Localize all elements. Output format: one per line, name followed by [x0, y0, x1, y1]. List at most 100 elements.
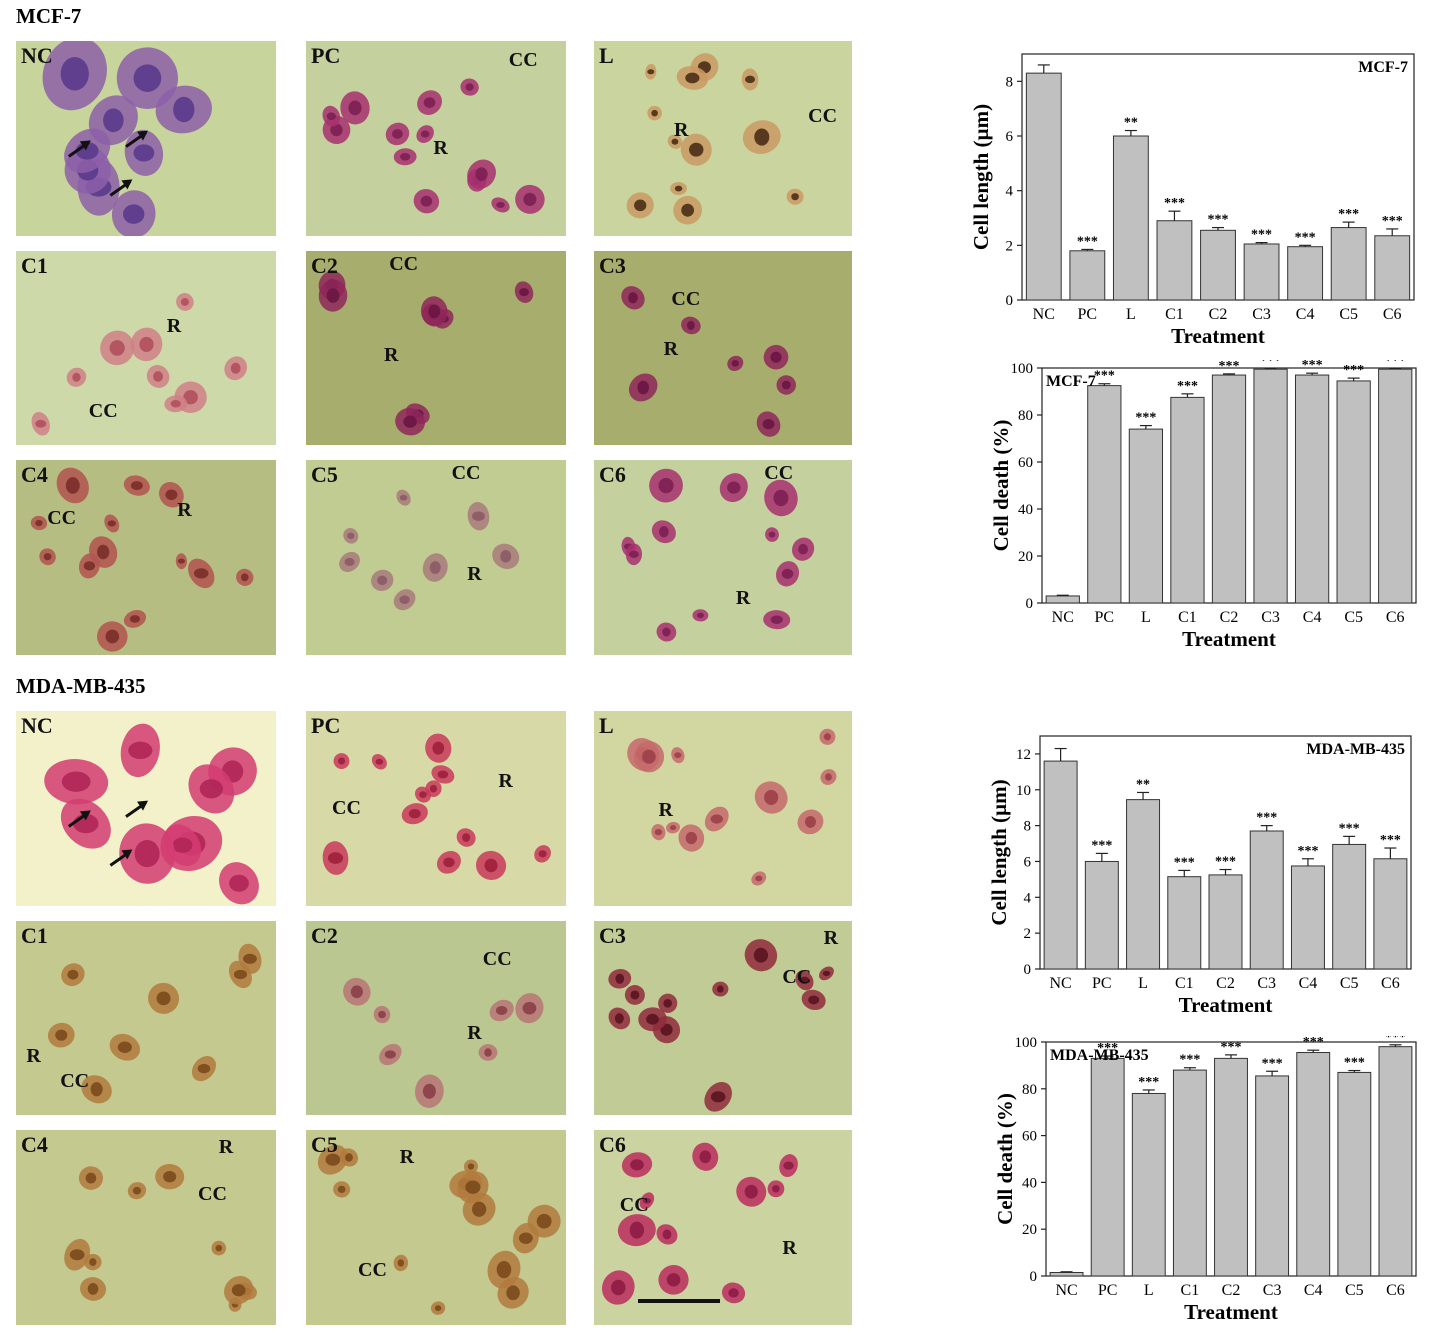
y-tick-label: 20	[1018, 549, 1033, 565]
cell-nucleus	[429, 784, 438, 793]
cell-nucleus	[399, 595, 410, 605]
panel-label: C2	[311, 923, 338, 948]
y-tick-label: 4	[1006, 184, 1014, 200]
arrow-head-icon	[137, 800, 148, 811]
cell-nucleus	[472, 511, 485, 522]
significance-label: ***	[1382, 214, 1403, 229]
cell-nucleus	[681, 203, 695, 217]
x-tick-label: C2	[1220, 609, 1239, 626]
x-tick-label: PC	[1078, 306, 1098, 323]
cell-nucleus	[420, 130, 430, 138]
cell-nucleus	[522, 1001, 537, 1015]
x-axis-label: Treatment	[1171, 324, 1265, 348]
significance-label: ***	[1251, 228, 1272, 243]
cell-nucleus	[347, 532, 355, 540]
annotation-r: R	[467, 563, 482, 586]
annotation-cc: CC	[47, 506, 77, 529]
annotation-cc: CC	[60, 1070, 90, 1093]
micrograph-image	[594, 460, 852, 655]
cell-nucleus	[669, 825, 677, 831]
cell-nucleus	[397, 1259, 405, 1267]
annotation-cc: CC	[764, 461, 794, 484]
significance-label: ***	[1094, 369, 1115, 384]
panel-label: C6	[599, 462, 626, 487]
arrow-head-icon	[79, 140, 91, 151]
cell-nucleus	[773, 489, 789, 507]
cell-nucleus	[419, 791, 427, 798]
cell-nucleus	[783, 1161, 794, 1170]
cell-nucleus	[538, 850, 547, 858]
micrograph-image	[306, 251, 566, 445]
cell-nucleus	[43, 553, 52, 561]
micrograph-mcf7-l: L R CC	[594, 41, 852, 236]
y-tick-label: 60	[1022, 1129, 1037, 1145]
cell-nucleus	[710, 814, 723, 824]
micrograph-image	[16, 460, 276, 655]
significance-label: ***	[1297, 844, 1318, 859]
cell-nucleus	[523, 192, 537, 207]
annotation-r: R	[177, 499, 192, 521]
cell-nucleus	[710, 1091, 726, 1103]
annotation-r: R	[498, 769, 513, 792]
significance-label: ***	[1091, 838, 1112, 853]
annotation-cc: CC	[508, 48, 538, 71]
x-tick-label: C4	[1299, 975, 1318, 992]
significance-label: ***	[1179, 1053, 1200, 1068]
cell-nucleus	[60, 57, 89, 91]
x-tick-label: C3	[1252, 306, 1271, 323]
annotation-r: R	[663, 338, 679, 361]
bar-c6	[1374, 235, 1411, 301]
cell-nucleus	[768, 531, 776, 538]
chart-mcf7-length: 0 2 4 6 8 NC *** PC ** L *** C1 *** C2 *** C3 *** C4 *** C5…	[969, 44, 1420, 356]
cell-nucleus	[630, 990, 640, 1000]
annotation-cc: CC	[671, 287, 701, 310]
cell-nucleus	[378, 1010, 386, 1019]
cell-nucleus	[781, 380, 791, 390]
y-tick-label: 8	[1024, 819, 1032, 835]
panel-label: C2	[311, 253, 338, 278]
bar-nc	[1045, 595, 1080, 604]
y-tick-label: 100	[1015, 1036, 1038, 1051]
cell-nucleus	[823, 733, 832, 741]
cell-nucleus	[348, 100, 362, 116]
annotation-cc: CC	[88, 400, 118, 423]
cell-nucleus	[90, 1082, 103, 1097]
cell-nucleus	[671, 138, 679, 145]
y-axis-label: Cell death (%)	[993, 1093, 1017, 1225]
cell-nucleus	[799, 976, 810, 985]
significance-label: ***	[1343, 363, 1364, 378]
cell-nucleus	[496, 1261, 512, 1279]
bar-pc	[1087, 385, 1122, 604]
significance-label: ***	[1135, 411, 1156, 426]
y-tick-label: 0	[1006, 293, 1014, 309]
significance-label: ***	[1256, 811, 1277, 826]
cell-nucleus	[35, 519, 43, 527]
cell-nucleus	[647, 69, 655, 75]
annotation-r: R	[26, 1045, 41, 1068]
significance-label: ***	[1303, 1036, 1324, 1050]
x-tick-label: C6	[1386, 609, 1405, 626]
bar-l	[1131, 1092, 1166, 1277]
significance-label: ***	[1380, 833, 1401, 848]
significance-label: ***	[1215, 855, 1236, 870]
bar-nc	[1043, 760, 1078, 970]
arrow-head-icon	[121, 179, 133, 190]
cell-nucleus	[350, 985, 363, 999]
cell-nucleus	[791, 193, 799, 201]
x-tick-label: L	[1126, 306, 1136, 323]
significance-label: ***	[1138, 1075, 1159, 1090]
cell-nucleus	[745, 75, 755, 84]
micrograph-image	[306, 921, 566, 1115]
cell-nucleus	[642, 1197, 651, 1204]
significance-label: ***	[1338, 207, 1359, 222]
micrograph-mcf7-c3: C3 CC R	[594, 251, 852, 445]
bar-c2	[1208, 874, 1243, 970]
annotation-r: R	[166, 315, 182, 338]
cell-nucleus	[85, 1172, 97, 1184]
x-tick-label: PC	[1098, 1282, 1118, 1299]
significance-label: ***	[1164, 196, 1185, 211]
cell-nucleus	[134, 839, 160, 868]
bar-c1	[1172, 1069, 1207, 1277]
cell-nucleus	[472, 1201, 487, 1217]
section-title-mcf7: MCF-7	[16, 4, 82, 28]
